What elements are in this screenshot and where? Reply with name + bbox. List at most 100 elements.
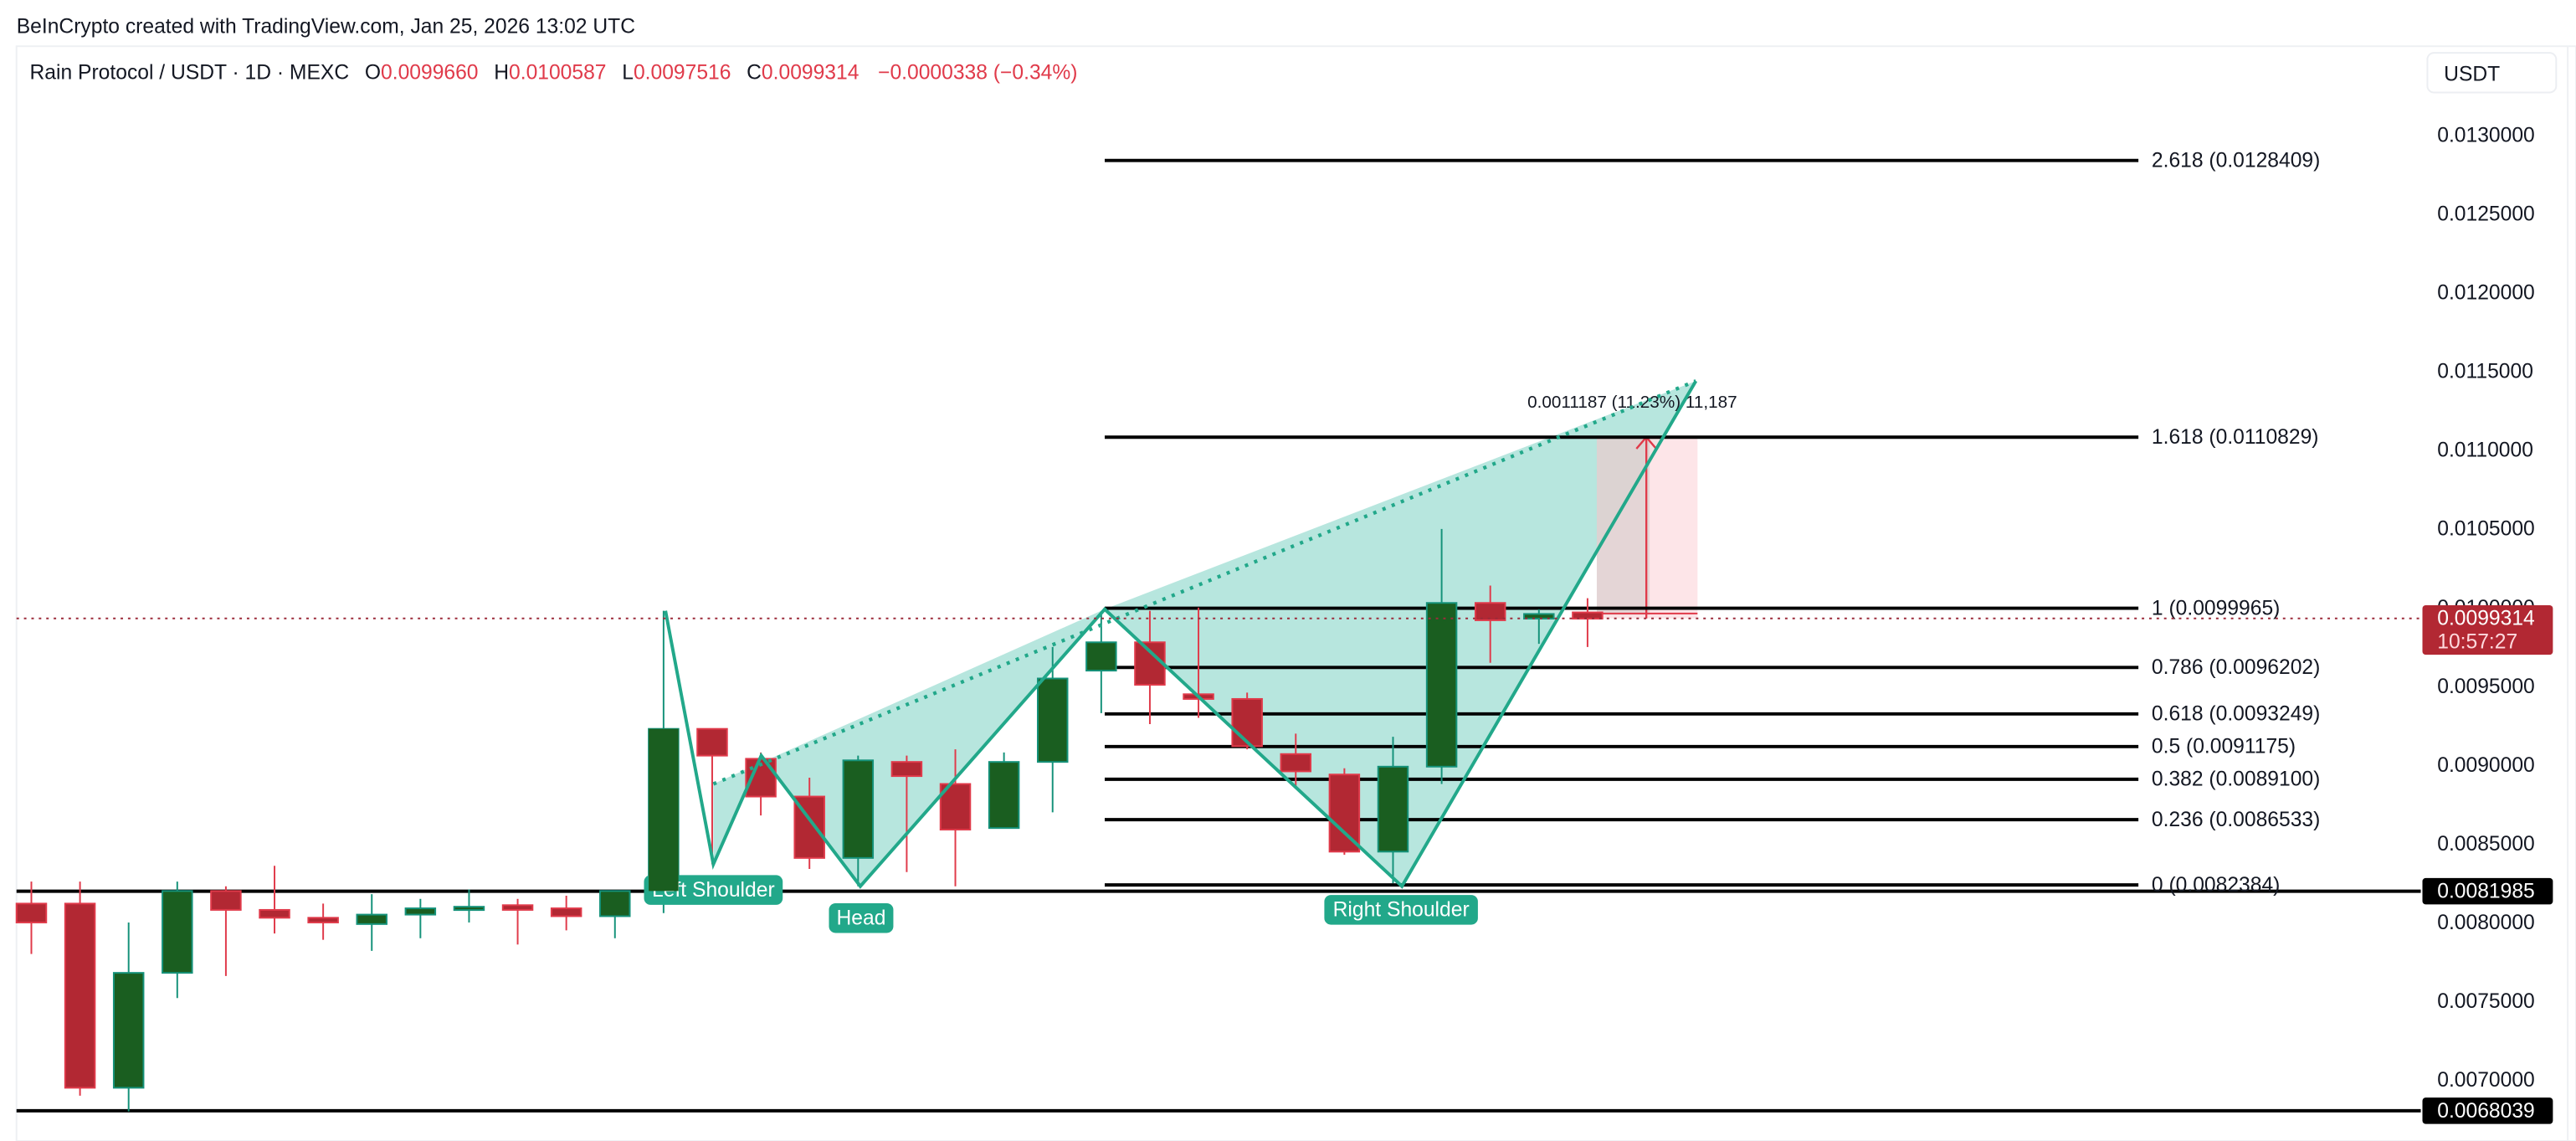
candle-body [1572,611,1604,620]
axis-tick-label: 0.0120000 [2437,282,2535,305]
candle-body [112,972,145,1089]
bullish-candle [162,881,193,999]
bullish-candle [404,898,437,938]
bullish-candle [842,755,875,887]
axis-tick-label: 0.0085000 [2437,833,2535,856]
support-price-badge: 0.0081985 [2422,877,2553,905]
candle-body [307,917,339,923]
candle-body [1280,753,1312,773]
axis-tick-label: 0.0090000 [2437,754,2535,777]
axis-tick-label: 0.0105000 [2437,518,2535,541]
head-label[interactable]: Head [829,902,894,933]
horizontal-lines[interactable] [16,889,2421,1113]
high-value: 0.0100587 [509,62,607,85]
bearish-candle [696,727,728,865]
measure-label: 0.0011187 (11.23%) 11,187 [1527,393,1737,412]
bearish-candle [939,749,972,887]
bearish-candle [307,903,339,940]
bullish-candle [1523,609,1555,645]
bullish-candle [1425,528,1458,784]
currency-button[interactable]: USDT [2426,52,2558,94]
bearish-candle [550,896,582,931]
bullish-candle [356,894,387,951]
bullish-candle [1036,646,1069,813]
axis-tick-label: 0.0115000 [2437,361,2533,383]
candle-body [1523,613,1555,620]
badge-bg [2422,605,2553,655]
symbol-label: Rain Protocol / USDT · 1D · MEXC [30,62,350,85]
bearish-candle [1328,768,1361,856]
bullish-candle [453,889,485,923]
fib-level-label: 2.618 (0.0128409) [2152,150,2320,172]
axis-tick-label: 0.0070000 [2437,1069,2535,1092]
axis-tick-label: 0.0110000 [2437,439,2533,462]
bullish-candle [988,752,1020,830]
fib-level-label: 0.618 (0.0093249) [2152,703,2320,726]
candle-body [939,783,972,831]
axis-tick-label: 0.0130000 [2437,125,2535,147]
bearish-candle [1572,598,1604,647]
bearish-candle [210,886,242,976]
attribution-text: BeInCrypto created with TradingView.com,… [17,15,635,38]
bearish-candle [259,866,290,934]
fib-level-label: 0.382 (0.0089100) [2152,768,2320,791]
fib-level-label: 1.618 (0.0110829) [2152,426,2319,449]
axis-tick-label: 0.0125000 [2437,203,2535,226]
label-badge [644,875,783,905]
bearish-candle [64,881,96,1096]
ohlc-legend: Rain Protocol / USDT · 1D · MEXC O0.0099… [30,62,1078,85]
bullish-candle [112,922,145,1112]
right-shoulder-label[interactable]: Right Shoulder [1324,895,1478,925]
pattern-outline[interactable] [664,380,1698,889]
candle-body [696,727,728,757]
label-badge [1324,895,1478,925]
bullish-candle [1377,737,1409,883]
candle-body [842,759,875,859]
candle-body [1425,602,1458,768]
candle-body [550,907,582,917]
fib-level-label: 0.786 (0.0096202) [2152,656,2320,679]
low-value: 0.0097516 [634,62,731,85]
candle-body [1134,641,1166,686]
badge-text: 0.0068039 [2437,1100,2535,1123]
fibonacci-levels[interactable]: 2.618 (0.0128409) 1.618 (0.0110829) 1 (0.0… [1104,150,2320,897]
candle-body [15,902,48,923]
countdown-text: 10:57:27 [2437,630,2517,653]
candles [15,528,1604,1112]
close-value: 0.0099314 [762,62,860,85]
bearish-candle [890,755,923,872]
fib-level-label: 0.236 (0.0086533) [2152,809,2320,831]
candle-body [162,890,193,974]
candle-body [1377,765,1409,853]
label-text: Head [836,907,885,930]
candle-body [1036,677,1069,763]
open-value: 0.0099660 [381,62,479,85]
candle-body [64,902,96,1089]
candle-body [890,761,923,778]
badge-bg [2422,877,2553,905]
neckline-dotted[interactable] [712,379,1697,786]
badge-bg [2422,1097,2553,1124]
badge-text: 0.0099314 [2437,608,2535,630]
bullish-candle [1085,614,1117,713]
bearish-candle [1280,733,1312,789]
fib-level-label: 0.5 (0.0091175) [2152,736,2296,758]
badge-text: 0.0081985 [2437,881,2535,903]
change-value: −0.0000338 (−0.34%) [878,62,1077,85]
candle-body [988,761,1020,830]
candle-body [599,890,631,917]
bearish-candle [1474,585,1506,663]
axis-tick-label: 0.0075000 [2437,990,2535,1013]
measure-overlap [1596,437,1650,615]
head-shoulders-pattern[interactable] [664,379,1698,889]
candle-body [404,907,437,916]
currency-label: USDT [2444,64,2500,86]
fib-level-label: 1 (0.0099965) [2152,597,2280,619]
price-axis[interactable]: 0.0130000 0.0125000 0.0120000 0.0115000 0.01… [2422,125,2553,1124]
candle-body [453,906,485,912]
low-support-price-badge: 0.0068039 [2422,1097,2553,1124]
